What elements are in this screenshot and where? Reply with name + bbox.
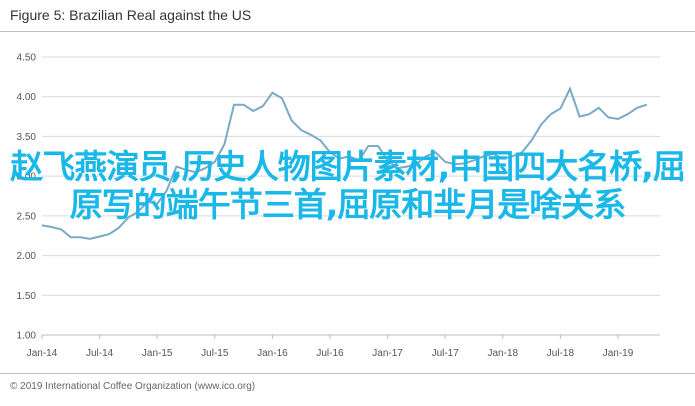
x-axis-ticks: Jan-14 Jul-14 Jan-15 Jul-15 Jan-16 Jul-16 Jan-… [27,335,634,359]
copyright-note: © 2019 International Coffee Organization… [10,381,256,392]
x-tick-label: Jul-14 [86,348,114,359]
bottom-divider [0,373,695,374]
overlay-watermark-text: 赵飞燕演员,历史人物图片素材,中国四大名桥,屈原写的端午节三首,屈原和芈月是啥关… [10,147,686,224]
y-tick-label: 3.00 [17,172,37,183]
series-line-brl-usd [41,86,648,240]
grid-lines [42,56,660,336]
y-tick-label: 2.00 [17,251,37,262]
x-tick-label: Jan-16 [257,348,288,359]
x-tick-label: Jul-16 [316,348,344,359]
x-tick-label: Jan-14 [27,348,58,359]
x-tick-label: Jan-17 [372,348,403,359]
x-tick-label: Jul-15 [201,348,229,359]
x-tick-label: Jan-15 [142,348,173,359]
y-tick-label: 2.50 [17,211,37,222]
y-tick-label: 4.00 [17,92,37,103]
y-tick-label: 1.00 [17,331,37,342]
figure-title: Figure 5: Brazilian Real against the US [10,7,252,23]
y-tick-label: 3.50 [17,132,37,143]
x-tick-label: Jan-19 [603,348,634,359]
x-tick-label: Jul-17 [432,348,460,359]
x-tick-label: Jan-18 [488,348,519,359]
x-tick-label: Jul-18 [547,348,575,359]
top-divider [0,31,695,32]
y-tick-label: 4.50 [17,53,37,64]
y-tick-label: 1.50 [17,291,37,302]
y-axis-ticks: 1.00 1.50 2.00 2.50 3.00 3.50 4.00 4.50 [17,53,37,342]
